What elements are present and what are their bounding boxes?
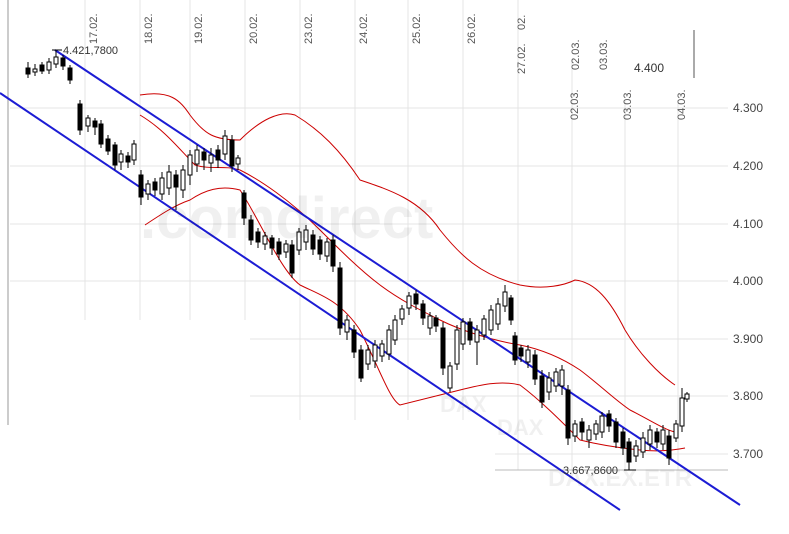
x-tick-18-02: 18.02. (143, 13, 155, 44)
x-tick-20-02: 20.02. (248, 13, 260, 44)
y-tick-4200: 4.200 (733, 159, 764, 173)
candles (25, 50, 690, 470)
y-tick-3900: 3.900 (733, 332, 764, 346)
y-tick-3800: 3.800 (733, 389, 764, 403)
candle-group-2 (241, 190, 514, 392)
trend-channel (0, 49, 741, 511)
x-tick-02-03-upper: 02.03. (570, 39, 582, 70)
x-tick-19-02: 19.02. (193, 13, 205, 44)
candle-group-3 (512, 332, 690, 470)
top-right-label: 4.400 (634, 61, 665, 75)
x-tick-27-02: 27.02. (516, 43, 528, 74)
x-tick-03-03-upper: 03.03. (598, 39, 610, 70)
x-tick-02-partial: 02. (516, 14, 528, 30)
y-tick-4100: 4.100 (733, 217, 764, 231)
white-patch (10, 320, 250, 420)
x-tick-04-03: 04.03. (676, 89, 688, 120)
y-tick-4000: 4.000 (733, 274, 764, 288)
watermark-dax-1: DAX (440, 392, 487, 417)
bollinger-bands (139, 93, 686, 452)
x-tick-02-03: 02.03. (569, 89, 581, 120)
x-tick-17-02: 17.02. (88, 13, 100, 44)
watermark-dax-2: DAX (497, 415, 544, 440)
watermark-instrument: DAX.EX.ETR (548, 465, 693, 492)
x-tick-24-02: 24.02. (358, 13, 370, 44)
x-tick-23-02: 23.02. (303, 13, 315, 44)
low-annotation: 3.667,8600 (563, 465, 619, 477)
x-tick-25-02: 25.02. (411, 13, 423, 44)
y-tick-4300: 4.300 (733, 101, 764, 115)
candle-group-1 (25, 50, 241, 210)
watermark-comdirect: .comdirect (140, 186, 434, 251)
high-annotation: 4.421,7800 (63, 45, 119, 57)
x-tick-26-02: 26.02. (466, 13, 478, 44)
grid (10, 0, 728, 470)
x-tick-03-03: 03.03. (622, 89, 634, 120)
y-tick-3700: 3.700 (733, 447, 764, 461)
